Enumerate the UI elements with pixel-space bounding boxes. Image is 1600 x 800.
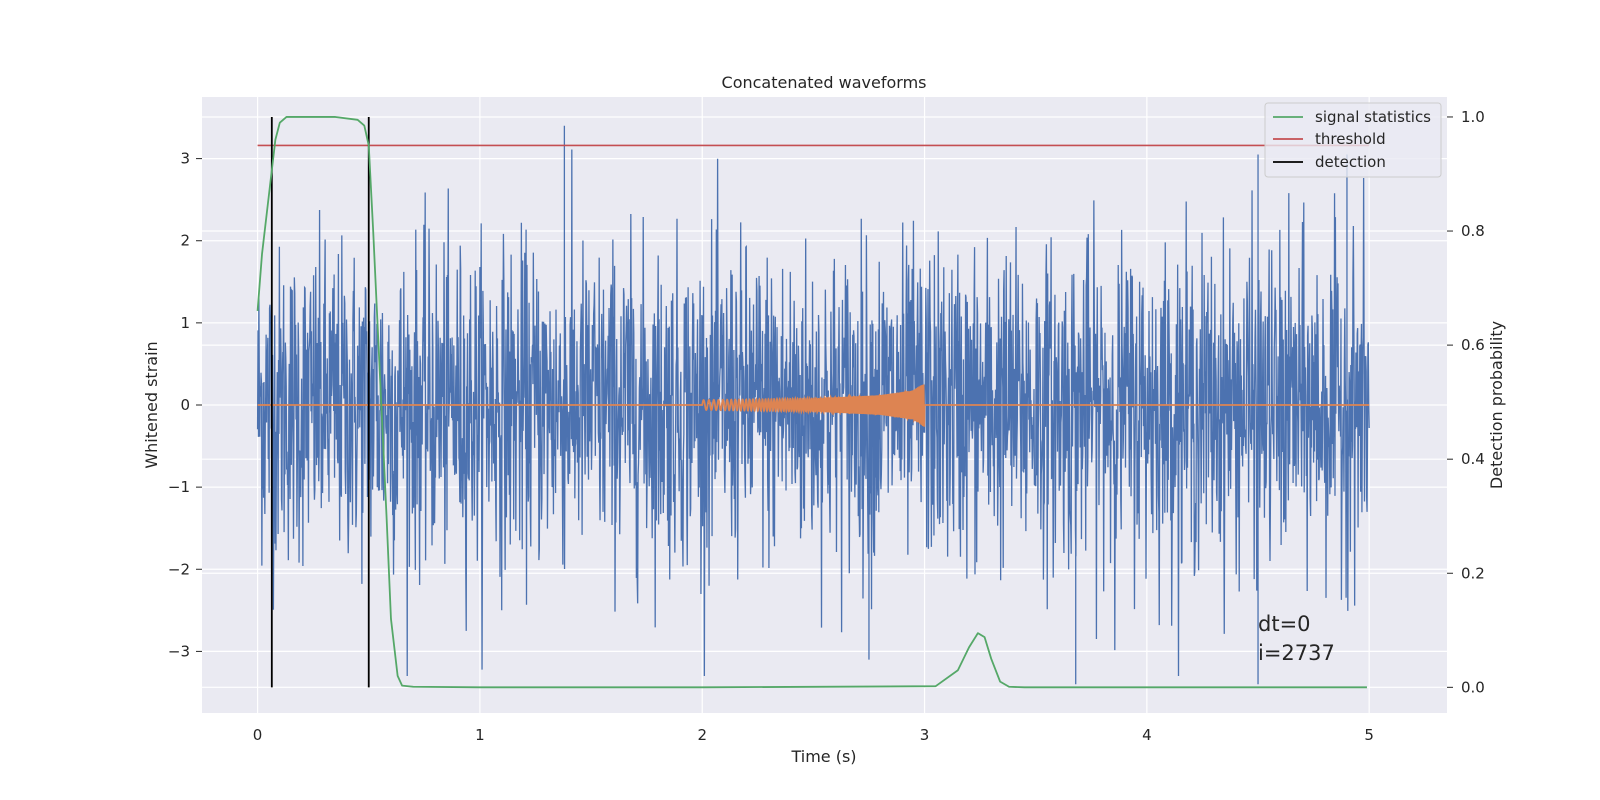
chart-title: Concatenated waveforms <box>722 73 927 92</box>
legend: signal statistics threshold detection <box>1264 102 1442 178</box>
legend-label-threshold: threshold <box>1315 130 1386 148</box>
right-y-tick-label: 0.2 <box>1461 564 1485 582</box>
waveform-series-line <box>257 384 1370 427</box>
right-y-tick-label: 0.0 <box>1461 678 1485 696</box>
annotation-index: i=2737 <box>1258 641 1335 665</box>
right-y-tick-label: 0.6 <box>1461 336 1485 354</box>
right-y-tick-label: 0.8 <box>1461 222 1485 240</box>
legend-label-signal-statistics: signal statistics <box>1315 108 1431 126</box>
legend-label-detection: detection <box>1315 153 1386 171</box>
x-tick-label: 5 <box>1364 726 1374 744</box>
x-tick-label: 2 <box>697 726 707 744</box>
y-tick-label: 2 <box>180 232 190 250</box>
x-tick-label: 1 <box>475 726 485 744</box>
strain-series-line <box>256 125 1370 685</box>
annotation-dt: dt=0 <box>1258 612 1311 636</box>
y-tick-label: −3 <box>168 642 190 660</box>
x-tick-label: 4 <box>1142 726 1152 744</box>
data-layer <box>256 116 1370 689</box>
right-y-axis-label: Detection probability <box>1487 321 1506 489</box>
y-axis-label: Whitened strain <box>142 341 161 468</box>
right-y-tick-label: 1.0 <box>1461 108 1485 126</box>
signal-statistics-line <box>256 116 1367 689</box>
y-tick-label: −2 <box>168 560 190 578</box>
y-tick-label: 3 <box>180 150 190 168</box>
axes-layer: 0 1 2 3 4 5 −3 −2 −1 0 1 2 3 0.0 0.2 0.4 0.6 0.8 1.0 <box>168 108 1485 744</box>
annotation: dt=0 i=2737 <box>1258 612 1335 665</box>
y-tick-label: 1 <box>180 314 190 332</box>
y-tick-label: 0 <box>180 396 190 414</box>
x-axis-label: Time (s) <box>790 747 856 766</box>
x-tick-label: 3 <box>920 726 930 744</box>
legend-box <box>1264 102 1442 178</box>
x-tick-label: 0 <box>253 726 263 744</box>
right-y-tick-label: 0.4 <box>1461 450 1485 468</box>
y-tick-label: −1 <box>168 478 190 496</box>
